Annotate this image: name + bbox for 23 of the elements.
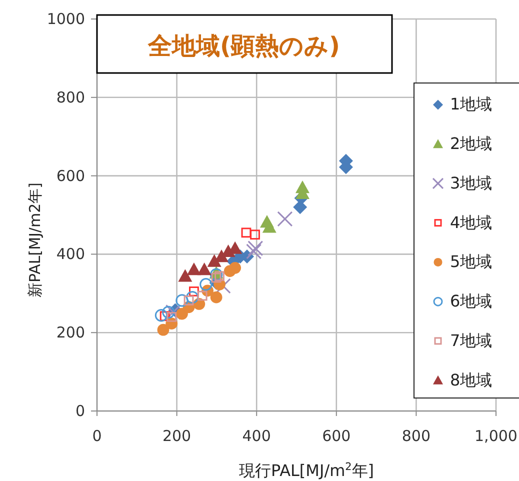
x-tick-label: 600 [322, 427, 351, 445]
y-tick-label: 200 [56, 324, 85, 342]
legend-label: 2地域 [450, 134, 492, 154]
legend-label: 7地域 [450, 330, 492, 350]
x-tick-label: 0 [92, 427, 102, 445]
y-tick-label: 600 [56, 166, 85, 185]
x-tick-label: 400 [242, 427, 271, 445]
y-tick-label: 400 [56, 245, 85, 264]
legend-label: 4地域 [450, 212, 492, 232]
y-tick-label: 800 [56, 88, 85, 106]
legend-label: 6地域 [450, 292, 492, 311]
x-tick-label: 1,000 [474, 427, 518, 445]
text: 全地域(顕熱のみ) [147, 32, 340, 60]
x-axis-title: 現行PAL[MJ/m$^{2}$年] [238, 461, 374, 480]
y-tick-label: 1000 [46, 10, 85, 28]
x-tick-label: 200 [162, 427, 192, 445]
legend-label: 5地域 [450, 252, 492, 272]
legend-label: 1地域 [450, 94, 492, 114]
x-tick-label: 800 [402, 427, 431, 445]
legend-label: 3地域 [450, 173, 492, 192]
y-axis-title: 新PAL[MJ/m2年] [26, 182, 44, 298]
legend-label: 8地域 [450, 370, 492, 390]
y-tick-label: 0 [75, 402, 85, 420]
